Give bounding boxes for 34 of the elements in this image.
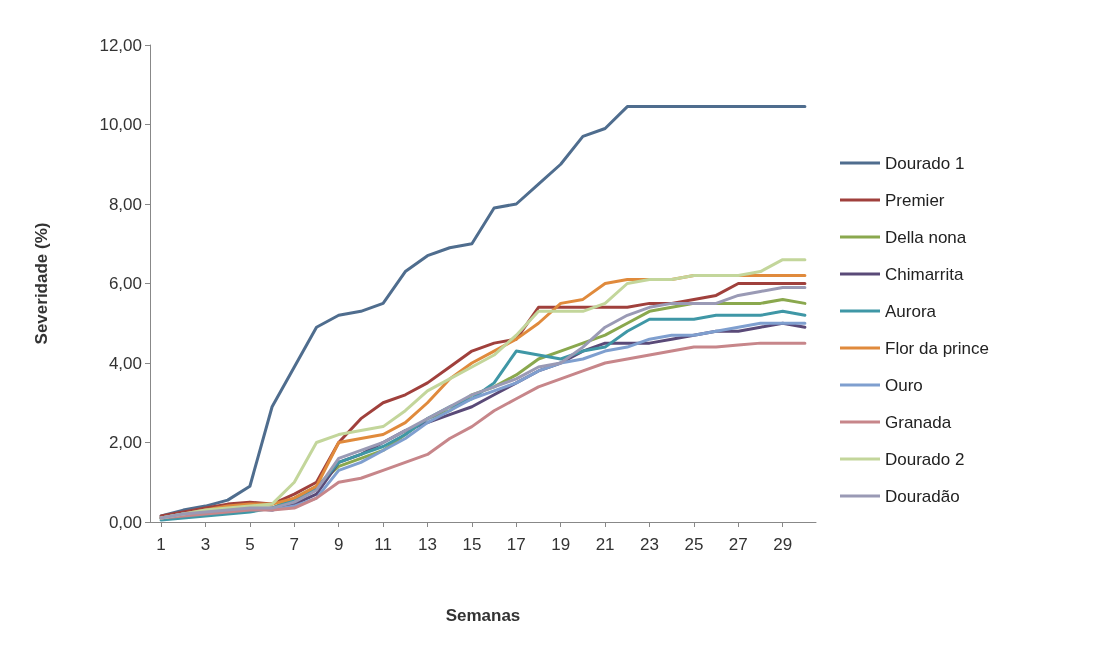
legend-label: Della nona (885, 227, 967, 247)
x-tick-label: 15 (462, 535, 482, 554)
y-tick-label: 2,00 (108, 433, 142, 452)
y-tick-label: 12,00 (99, 35, 142, 55)
x-tick-label: 17 (506, 535, 526, 554)
x-tick-label: 27 (728, 535, 748, 554)
x-tick-label: 1 (156, 535, 166, 554)
x-tick-label: 23 (640, 535, 659, 554)
y-axis-title: Severidade (%) (32, 222, 51, 345)
x-tick-label: 29 (773, 535, 793, 554)
y-tick-label: 6,00 (108, 274, 142, 293)
legend-label: Aurora (885, 301, 937, 321)
y-tick-label: 4,00 (108, 353, 142, 373)
legend-label: Flor da prince (885, 338, 989, 358)
y-tick-label: 0,00 (108, 512, 142, 532)
x-tick-label: 9 (333, 535, 344, 554)
legend-label: Dourado 1 (885, 153, 965, 173)
x-tick-label: 5 (245, 535, 255, 554)
x-tick-label: 3 (200, 535, 211, 554)
y-tick-label: 10,00 (99, 115, 142, 134)
legend-label: Chimarrita (885, 264, 964, 284)
legend-label: Granada (885, 412, 952, 432)
x-tick-label: 19 (551, 535, 571, 554)
x-tick-label: 7 (289, 535, 300, 554)
legend-label: Premier (885, 190, 945, 210)
x-tick-label: 21 (595, 535, 615, 554)
legend-label: Ouro (885, 375, 923, 395)
legend-label: Douradão (885, 486, 960, 506)
y-tick-label: 8,00 (108, 194, 142, 214)
x-axis-title: Semanas (445, 606, 521, 625)
x-tick-label: 25 (684, 535, 704, 554)
legend-label: Dourado 2 (885, 449, 965, 469)
x-tick-label: 13 (418, 535, 437, 554)
x-tick-label: 11 (374, 535, 392, 554)
